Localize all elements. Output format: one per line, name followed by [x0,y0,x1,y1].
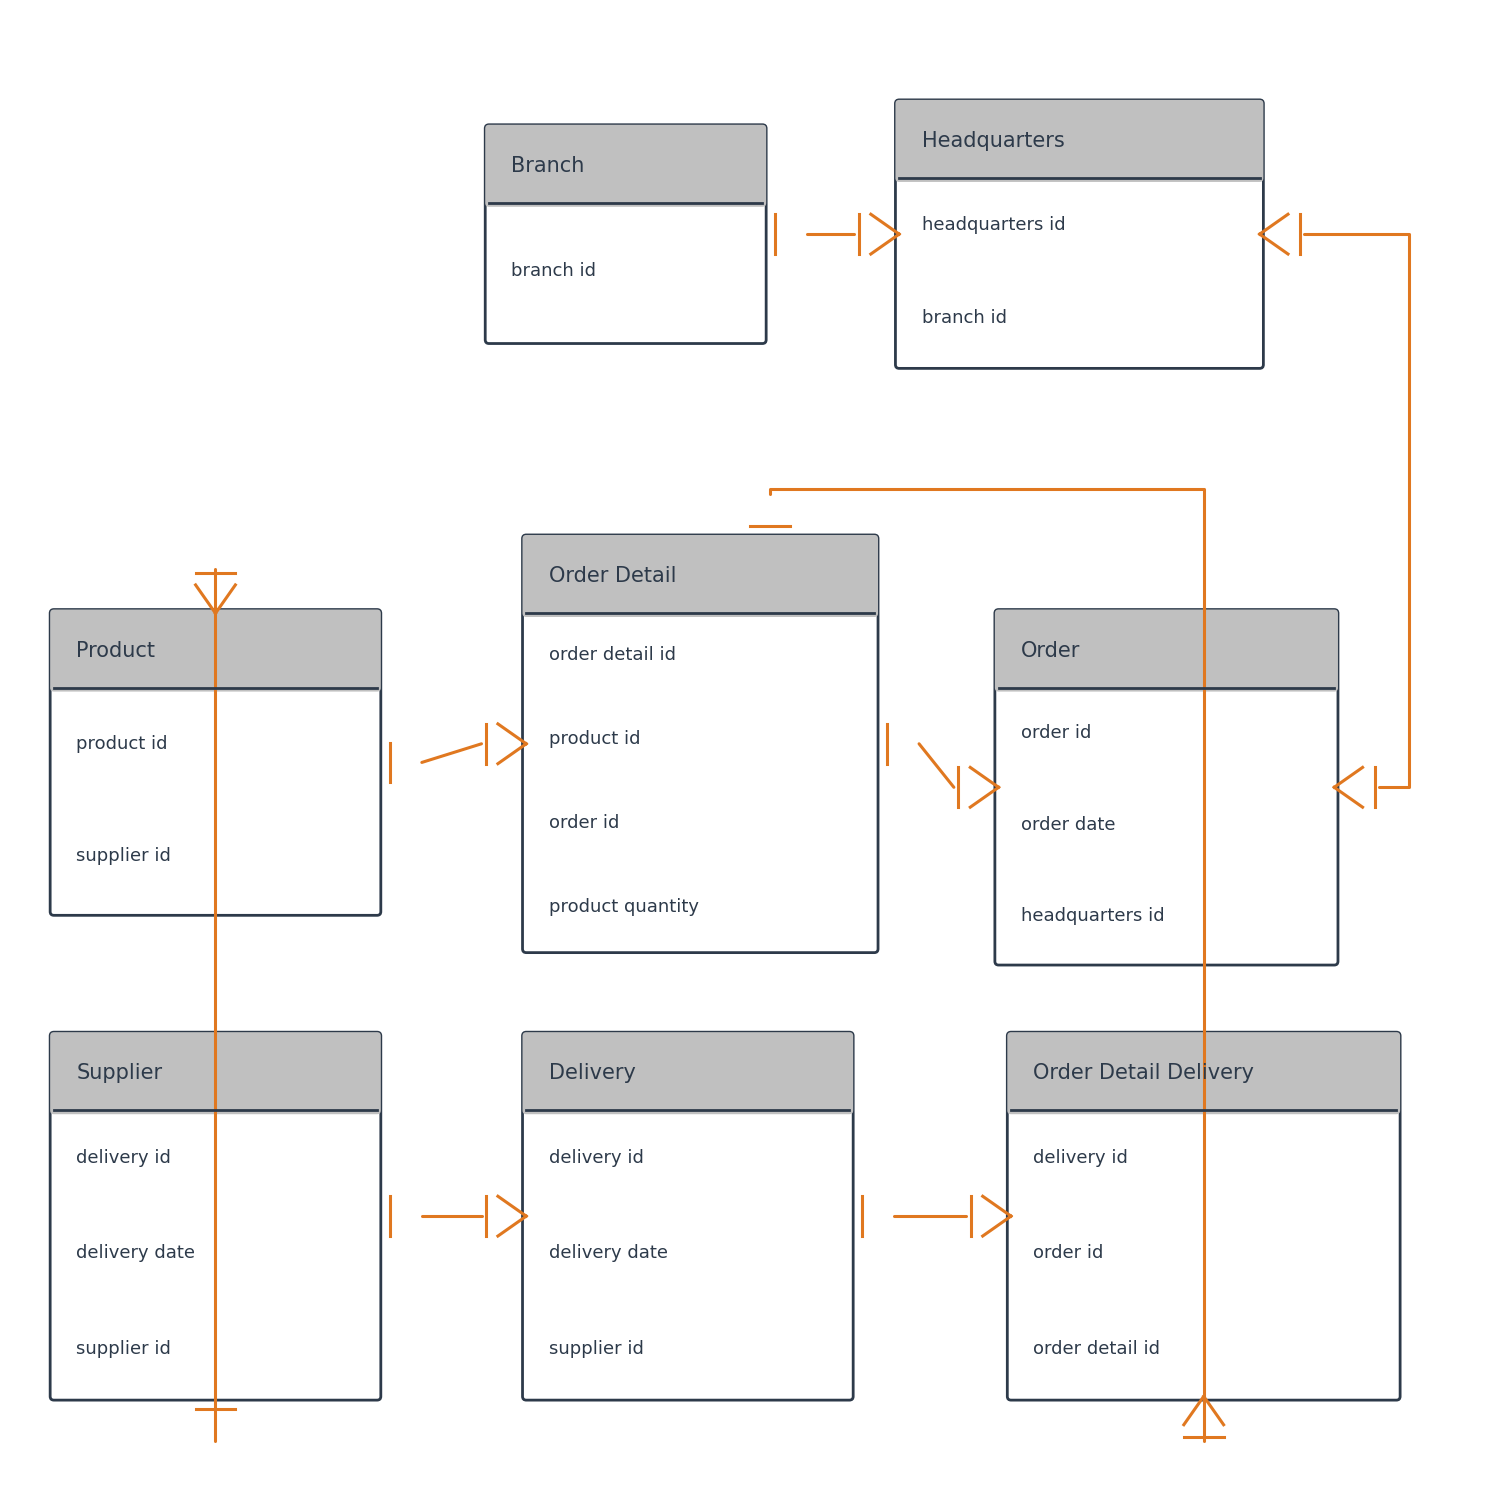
Text: delivery id: delivery id [76,1149,171,1167]
Text: Supplier: Supplier [76,1064,162,1083]
Text: Delivery: Delivery [549,1064,636,1083]
Text: order id: order id [1034,1245,1104,1263]
FancyBboxPatch shape [522,1032,854,1400]
FancyBboxPatch shape [522,1032,854,1114]
Text: headquarters id: headquarters id [1022,906,1164,924]
Bar [1011,1072,1396,1110]
Bar [54,651,376,688]
FancyBboxPatch shape [522,536,878,952]
FancyBboxPatch shape [484,124,766,344]
Text: product id: product id [76,735,168,753]
Text: branch id: branch id [512,262,597,280]
FancyBboxPatch shape [896,100,1263,369]
Text: order id: order id [1022,724,1092,742]
Text: supplier id: supplier id [549,1340,644,1358]
Text: order detail id: order detail id [1034,1340,1161,1358]
Text: order id: order id [549,815,620,833]
FancyBboxPatch shape [50,1032,381,1400]
FancyBboxPatch shape [994,609,1338,692]
Text: Order Detail: Order Detail [549,566,676,586]
Text: delivery date: delivery date [76,1245,195,1263]
Text: Order Detail Delivery: Order Detail Delivery [1034,1064,1254,1083]
Bar [54,1072,376,1110]
FancyBboxPatch shape [50,1032,381,1114]
Text: supplier id: supplier id [76,846,171,864]
Text: order detail id: order detail id [549,646,675,664]
FancyBboxPatch shape [1008,1032,1400,1114]
Bar [526,1072,849,1110]
Text: delivery id: delivery id [1034,1149,1128,1167]
Text: Product: Product [76,640,156,660]
FancyBboxPatch shape [50,609,381,915]
Bar [489,166,762,202]
Text: product id: product id [549,730,640,748]
Text: product quantity: product quantity [549,898,699,916]
Text: delivery id: delivery id [549,1149,644,1167]
FancyBboxPatch shape [896,100,1263,182]
Text: Branch: Branch [512,156,585,176]
FancyBboxPatch shape [994,609,1338,964]
FancyBboxPatch shape [484,124,766,207]
FancyBboxPatch shape [1008,1032,1400,1400]
FancyBboxPatch shape [50,609,381,692]
FancyBboxPatch shape [522,536,878,616]
Text: branch id: branch id [921,309,1007,327]
Text: Headquarters: Headquarters [921,130,1065,152]
Bar [898,141,1260,178]
Text: supplier id: supplier id [76,1340,171,1358]
Text: headquarters id: headquarters id [921,216,1065,234]
Text: Order: Order [1022,640,1080,660]
Bar [999,651,1334,688]
Text: order date: order date [1022,816,1116,834]
Bar [526,576,874,614]
Text: delivery date: delivery date [549,1245,668,1263]
